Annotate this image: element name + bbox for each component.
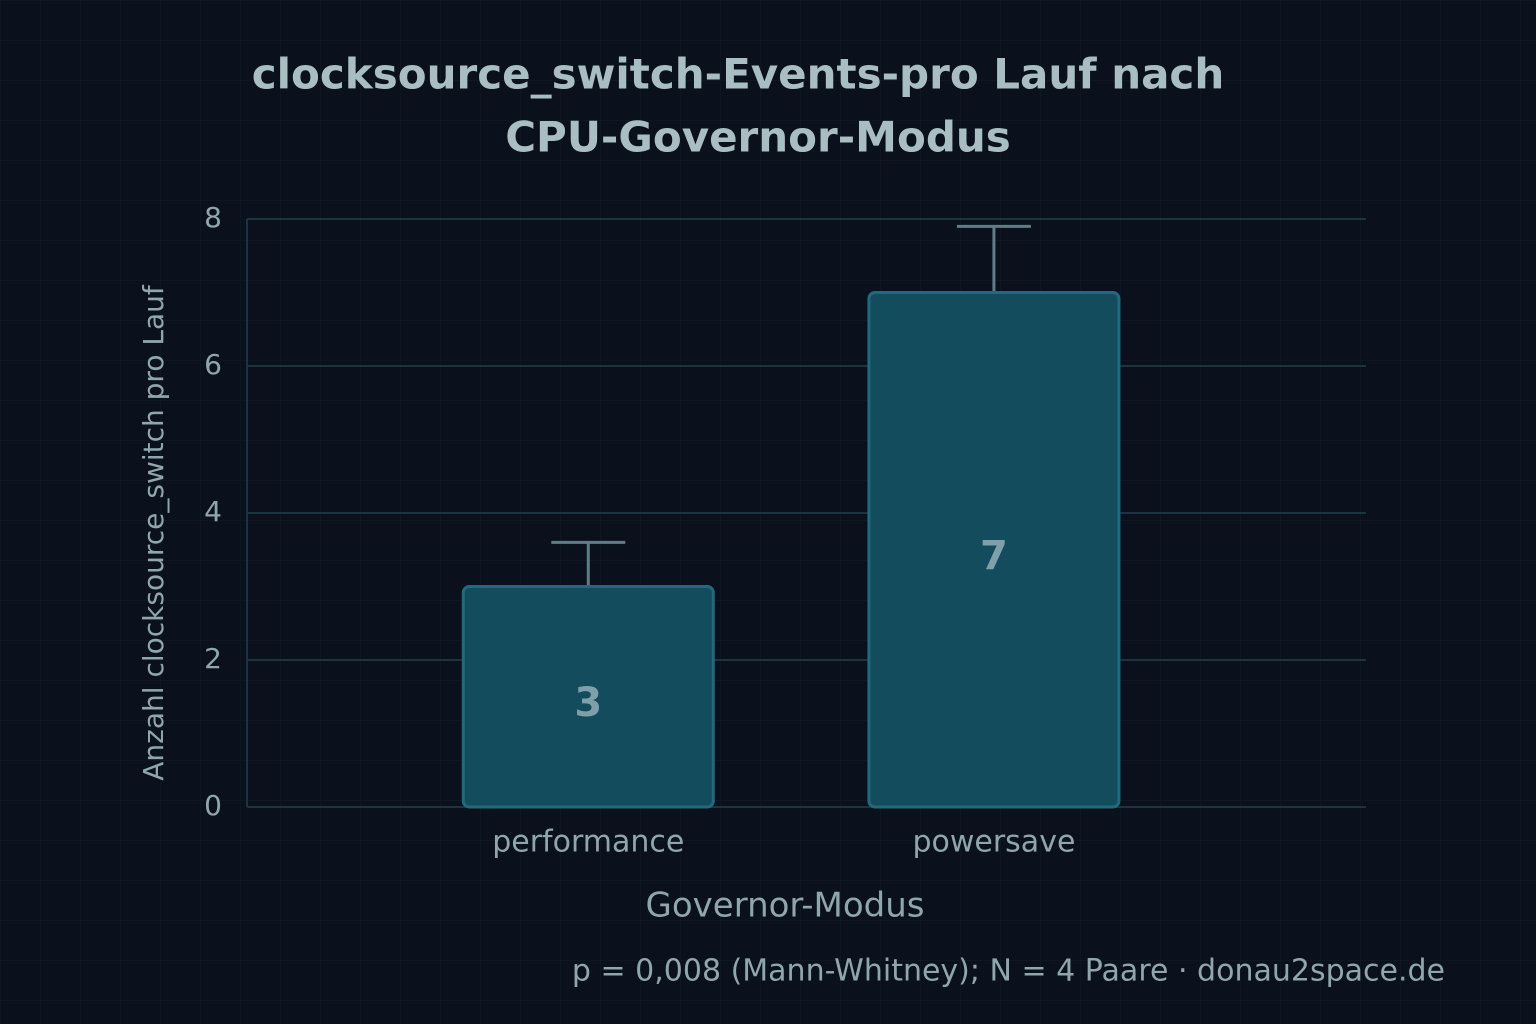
bar (461, 585, 715, 809)
x-tick-label: powersave (912, 825, 1075, 860)
bar (867, 291, 1121, 809)
y-axis-label: Anzahl clocksource_switch pro Lauf (137, 284, 170, 781)
y-tick-label: 4 (204, 495, 222, 528)
y-tick-label: 0 (204, 789, 222, 822)
data-label: 3 (574, 680, 602, 726)
chart-title: CPU-Governor-Modus (505, 113, 1011, 162)
y-tick-label: 6 (204, 348, 222, 381)
chart-title: clocksource_switch-Events-pro Lauf nach (252, 50, 1224, 99)
annotation: p = 0,008 (Mann-Whitney); N = 4 Paare · … (572, 954, 1445, 989)
y-tick-label: 2 (204, 642, 222, 675)
x-tick-label: performance (492, 825, 684, 860)
x-axis-label: Governor-Modus (646, 886, 925, 926)
y-tick-label: 8 (204, 201, 222, 234)
data-label: 7 (980, 533, 1008, 579)
